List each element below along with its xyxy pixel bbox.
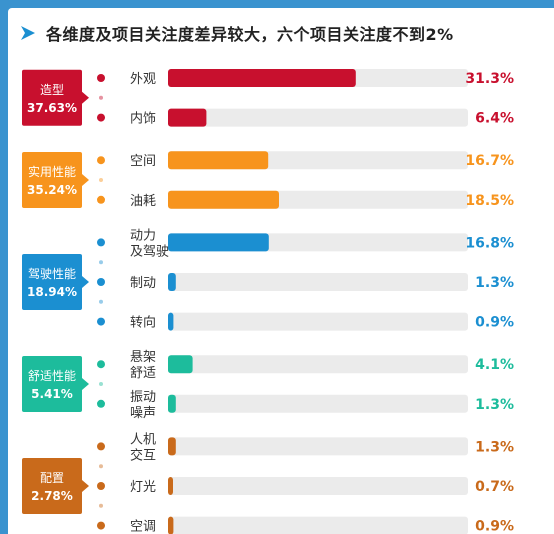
value-label: 0.9% [475,519,514,534]
category-label: 悬架舒适 [130,350,156,381]
bar-track [168,394,468,413]
bullet-dot [97,74,105,82]
bullet-dot [97,360,105,369]
bar [168,394,176,413]
bar-track [168,437,468,456]
group-name: 舒适性能 [28,369,76,383]
bar [168,273,176,291]
group-box [22,152,82,208]
bullet-dot [97,521,105,530]
bar-track [168,273,468,291]
category-label: 空调 [130,520,156,534]
bar [168,151,269,170]
bar [168,516,174,534]
group-box-pointer [82,378,89,390]
bar-track [168,477,468,495]
bar-chart: 外观 31.3% 内饰 6.4% 造型 37.63% 空间 16.7% 油耗 18.5% 实用性能 3… [22,69,514,534]
bar [168,312,174,331]
group-name: 造型 [40,83,64,97]
category-label: 动力及驾驶 [130,228,169,259]
value-label: 16.7% [465,153,514,169]
bar-track [168,516,468,534]
bullet-dot [97,399,105,408]
group-box [22,356,82,412]
value-label: 1.3% [475,275,514,291]
group-box [22,254,82,310]
group-box-pointer [82,276,89,288]
group-value: 2.78% [31,489,73,503]
value-label: 16.8% [465,235,514,251]
bar [168,69,356,87]
value-label: 1.3% [475,397,514,413]
group-value: 37.63% [27,101,77,115]
value-label: 31.3% [465,71,514,87]
bullet-dot [97,156,105,165]
group-value: 5.41% [31,387,73,401]
group-value: 18.94% [27,285,77,299]
bar [168,190,279,209]
group-value: 35.24% [27,183,77,197]
bar [168,355,193,374]
bullet-dot [97,278,105,286]
value-label: 6.4% [475,111,514,127]
bullet-dot [97,482,105,490]
bullet-dot [97,238,105,247]
category-label: 制动 [130,276,156,291]
bar-track [168,312,468,331]
bar [168,108,207,127]
category-label: 灯光 [130,480,156,495]
bar-track [168,108,468,127]
value-label: 1.3% [475,439,514,455]
bar-track [168,355,468,374]
group-box-pointer [82,91,89,104]
bullet-dot [97,195,105,204]
category-label: 振动噪声 [130,390,156,421]
category-label: 转向 [130,315,156,331]
connector-dot [99,299,103,304]
connector-dot [99,464,103,469]
chart-title: 各维度及项目关注度差异较大，六个项目关注度不到2% [46,25,454,44]
value-label: 18.5% [465,193,514,209]
value-label: 4.1% [475,357,514,373]
arrow-icon [21,26,35,40]
bullet-dot [97,317,105,326]
connector-dot [99,260,103,265]
chart-card: 各维度及项目关注度差异较大，六个项目关注度不到2% 外观 31.3% 内饰 6.4% 造… [8,8,554,534]
category-label: 油耗 [130,194,156,209]
group-name: 实用性能 [28,164,76,179]
group-box-pointer [82,174,89,186]
group-name: 配置 [40,471,64,485]
title-row: 各维度及项目关注度差异较大，六个项目关注度不到2% [18,20,454,46]
category-label: 内饰 [130,111,156,127]
group-name: 驾驶性能 [28,266,76,281]
connector-dot [99,382,103,386]
group-box [22,69,82,126]
connector-dot [99,178,103,182]
bar [168,233,269,252]
value-label: 0.7% [475,479,514,495]
connector-dot [99,503,103,508]
bullet-dot [97,442,105,451]
bullet-dot [97,113,105,122]
connector-dot [99,95,103,100]
value-label: 0.9% [475,315,514,331]
category-label: 空间 [130,154,156,169]
category-label: 外观 [130,72,156,87]
group-box [22,458,82,514]
bar [168,437,176,456]
bar [168,477,173,495]
group-box-pointer [82,480,89,492]
category-label: 人机交互 [130,432,156,463]
